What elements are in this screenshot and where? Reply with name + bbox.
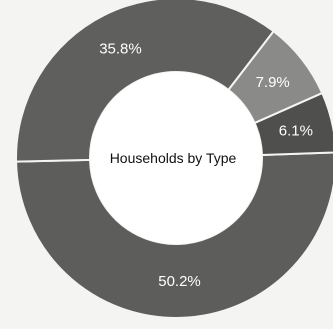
chart-title: Households by Type bbox=[110, 150, 237, 166]
slice-label-2: 35.8% bbox=[99, 40, 142, 57]
slice-label-1: 50.2% bbox=[158, 273, 201, 290]
label-group: 50.2% 35.8% 7.9% 6.1% bbox=[99, 40, 313, 290]
slice-group bbox=[15, 0, 333, 319]
slice-label-4: 6.1% bbox=[279, 122, 313, 139]
slice-label-3: 7.9% bbox=[256, 74, 290, 91]
donut-hole bbox=[90, 72, 262, 244]
